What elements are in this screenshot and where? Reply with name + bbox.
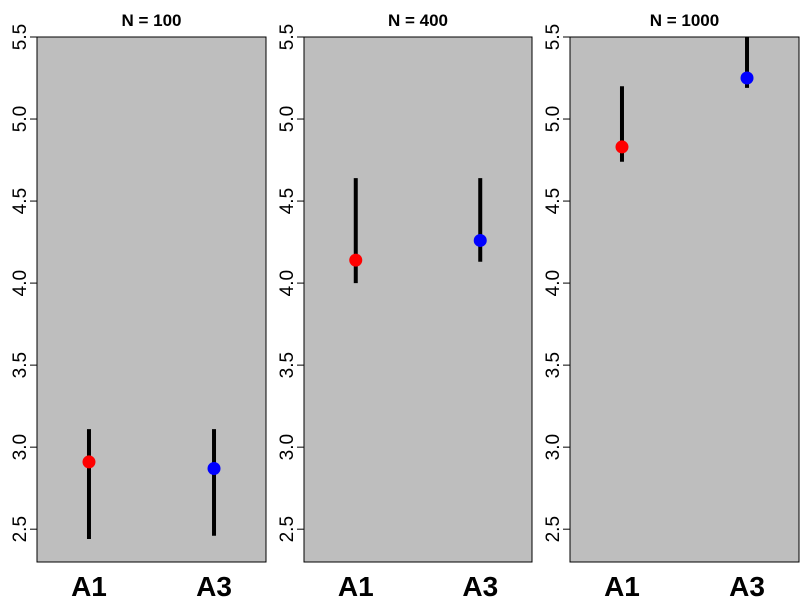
x-category-label: A1 [604, 571, 640, 600]
point-a3 [740, 71, 754, 85]
point-a1 [349, 253, 363, 267]
y-tick-label: 3.0 [10, 434, 31, 460]
y-tick-label: 4.0 [277, 270, 298, 296]
panel-title: N = 100 [121, 11, 181, 30]
point-a3 [207, 461, 221, 475]
y-tick-label: 5.0 [277, 106, 298, 132]
plot-background [37, 37, 266, 562]
y-tick-label: 4.0 [10, 270, 31, 296]
y-tick-label: 4.0 [543, 270, 564, 296]
plot-marks [349, 178, 487, 284]
y-tick-label: 5.5 [277, 24, 298, 50]
plot-frame [36, 36, 267, 563]
y-tick-label: 5.0 [10, 106, 31, 132]
y-tick-label: 3.5 [10, 352, 31, 378]
y-tick-label: 5.0 [543, 106, 564, 132]
y-tick-label: 4.5 [277, 188, 298, 214]
x-category-label: A1 [338, 571, 374, 600]
plot-background [570, 37, 799, 562]
panel-1: 2.5 3.0 3.5 4.0 4.5 5.0 5.5 A1 A3 N = 100 [10, 11, 267, 600]
plot-background [304, 37, 532, 562]
plot-frame [569, 36, 800, 563]
panel-title: N = 1000 [650, 11, 719, 30]
plot-frame [303, 36, 533, 563]
y-tick-label: 3.0 [543, 434, 564, 460]
y-tick-label: 3.0 [277, 434, 298, 460]
y-tick-label: 4.5 [10, 188, 31, 214]
plot-marks [82, 429, 221, 540]
x-category-label: A3 [729, 571, 765, 600]
y-tick-label: 5.5 [543, 24, 564, 50]
x-category-label: A1 [71, 571, 107, 600]
point-a3 [473, 233, 487, 247]
y-tick-label: 2.5 [277, 516, 298, 542]
panel-title: N = 400 [388, 11, 448, 30]
x-category-label: A3 [196, 571, 232, 600]
plot-marks [615, 37, 754, 162]
y-tick-label: 3.5 [543, 352, 564, 378]
y-tick-label: 2.5 [543, 516, 564, 542]
point-a1 [82, 455, 96, 469]
y-tick-label: 2.5 [10, 516, 31, 542]
point-a1 [615, 140, 629, 154]
y-tick-label: 4.5 [543, 188, 564, 214]
panel-3: 2.5 3.0 3.5 4.0 4.5 5.0 5.5 A1 A3 N = 1000 [543, 11, 800, 600]
panel-2: 2.5 3.0 3.5 4.0 4.5 5.0 5.5 A1 A3 N = 400 [277, 11, 533, 600]
x-category-label: A3 [462, 571, 498, 600]
y-tick-label: 5.5 [10, 24, 31, 50]
y-tick-label: 3.5 [277, 352, 298, 378]
